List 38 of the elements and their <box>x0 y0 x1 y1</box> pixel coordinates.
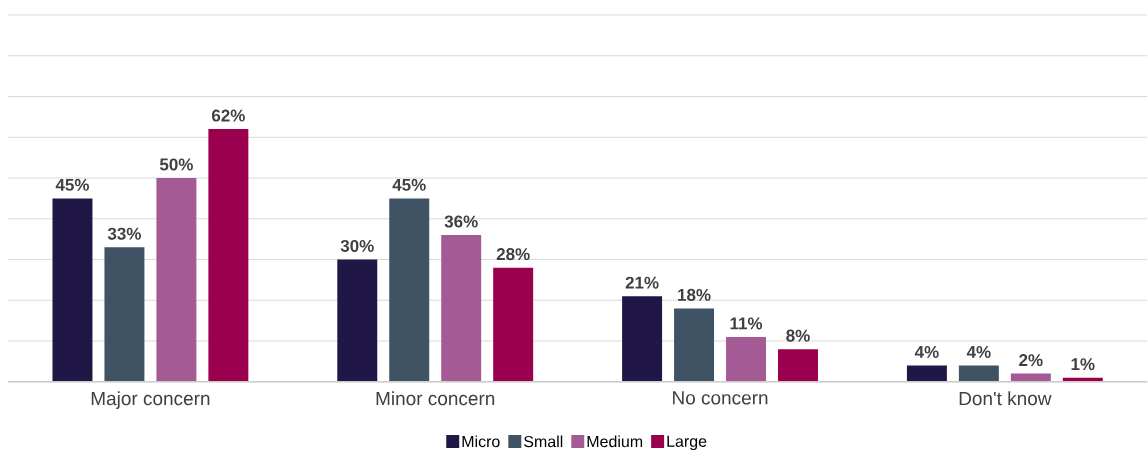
data-label: 30% <box>340 240 374 253</box>
bar <box>778 349 818 382</box>
bar <box>622 296 663 382</box>
x-tick-label: No concern <box>673 391 768 405</box>
bar <box>958 365 999 382</box>
x-tick-label: Don't know <box>959 391 1052 406</box>
data-label: 1% <box>1071 358 1095 371</box>
data-label: 2% <box>1019 354 1043 367</box>
bar <box>208 129 249 382</box>
data-label: 4% <box>914 346 939 359</box>
bar <box>156 178 197 382</box>
data-label: 11% <box>730 317 763 330</box>
legend-label: Large <box>667 435 707 451</box>
bar <box>726 337 767 382</box>
data-label: 8% <box>786 329 810 342</box>
x-tick-label: Major concern <box>91 391 210 410</box>
data-label: 45% <box>392 179 426 191</box>
bar <box>906 365 947 382</box>
data-label: 45% <box>55 179 90 191</box>
legend-label: Medium <box>587 435 643 448</box>
data-label: 28% <box>496 248 530 261</box>
bar <box>389 198 430 382</box>
data-label: 50% <box>159 158 193 171</box>
bar <box>441 235 482 382</box>
data-label: 18% <box>678 288 711 302</box>
legend-label: Micro <box>462 435 500 448</box>
bar <box>493 267 534 382</box>
x-tick-label: Minor concern <box>376 391 495 406</box>
bar <box>337 259 378 382</box>
data-label: 4% <box>966 346 991 359</box>
legend-label: Small <box>524 435 563 448</box>
data-label: 36% <box>444 215 478 228</box>
data-label: 21% <box>625 276 659 289</box>
data-label: 62% <box>211 109 245 122</box>
bar <box>52 198 93 382</box>
bar <box>674 308 715 382</box>
data-label: 33% <box>107 227 141 240</box>
bar <box>104 247 145 382</box>
